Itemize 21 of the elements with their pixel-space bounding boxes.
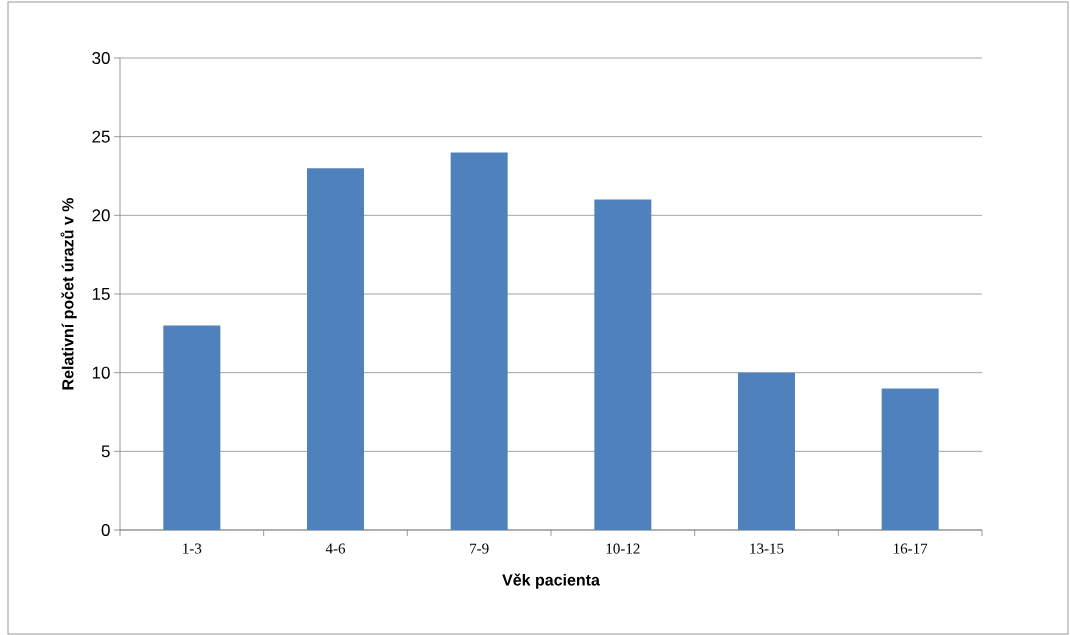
y-tick-label: 10 (92, 366, 110, 379)
bar (738, 372, 796, 530)
bar (163, 325, 221, 530)
y-tick-label: 20 (92, 209, 110, 222)
x-tick-label: 16-17 (893, 543, 928, 554)
x-tick-label: 4-6 (325, 543, 346, 554)
bar (307, 168, 365, 530)
x-tick-label: 10-12 (606, 543, 640, 554)
bar (594, 199, 652, 530)
y-tick-label: 30 (92, 51, 110, 65)
y-tick-label: 15 (92, 288, 110, 300)
y-tick-label: 5 (101, 445, 110, 458)
bar (450, 152, 508, 530)
x-tick-label: 7-9 (470, 543, 489, 554)
y-axis-title: Relativní počet úrazů v % (60, 197, 77, 390)
y-tick-label: 25 (92, 130, 110, 143)
y-tick-label: 0 (101, 523, 110, 537)
bar (881, 388, 939, 530)
x-tick-label: 1-3 (183, 543, 202, 554)
x-tick-label: 13-15 (750, 543, 784, 554)
x-axis-title: Věk pacienta (502, 573, 601, 589)
